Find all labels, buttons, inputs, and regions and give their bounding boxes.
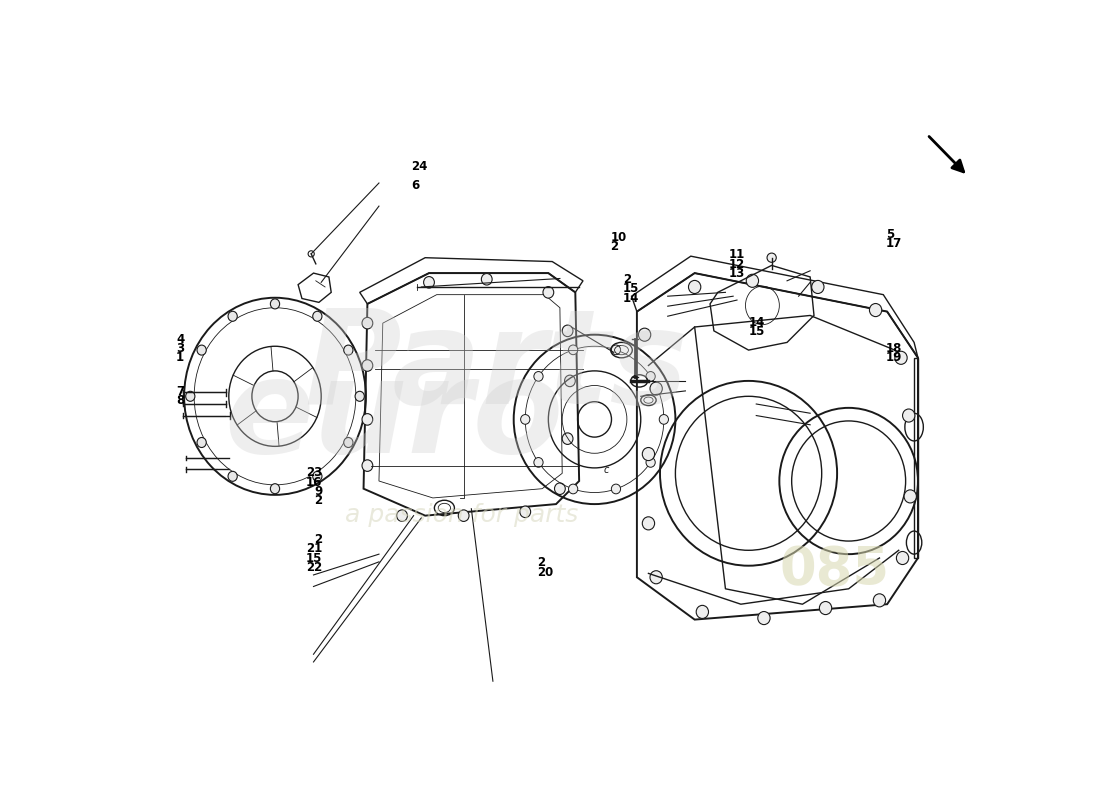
Ellipse shape bbox=[362, 318, 373, 329]
Text: 24: 24 bbox=[411, 160, 428, 174]
Ellipse shape bbox=[343, 438, 353, 447]
Ellipse shape bbox=[362, 414, 373, 425]
Text: 21: 21 bbox=[306, 542, 322, 555]
Text: 16: 16 bbox=[306, 476, 322, 489]
Ellipse shape bbox=[362, 460, 373, 471]
Text: 22: 22 bbox=[306, 561, 322, 574]
Ellipse shape bbox=[554, 483, 565, 494]
Ellipse shape bbox=[186, 391, 195, 402]
Ellipse shape bbox=[758, 611, 770, 625]
Ellipse shape bbox=[638, 328, 651, 342]
Text: 23: 23 bbox=[306, 466, 322, 479]
Text: c: c bbox=[604, 466, 608, 475]
Text: 5: 5 bbox=[886, 228, 894, 241]
Text: 3: 3 bbox=[176, 342, 185, 355]
Ellipse shape bbox=[534, 458, 543, 467]
Ellipse shape bbox=[564, 375, 575, 386]
Ellipse shape bbox=[562, 433, 573, 445]
Ellipse shape bbox=[271, 299, 279, 309]
Text: 13: 13 bbox=[729, 267, 745, 280]
Text: 11: 11 bbox=[729, 249, 745, 262]
Ellipse shape bbox=[612, 484, 620, 494]
Ellipse shape bbox=[646, 371, 656, 382]
Text: 18: 18 bbox=[886, 342, 902, 355]
Ellipse shape bbox=[650, 570, 662, 584]
Ellipse shape bbox=[812, 281, 824, 294]
Ellipse shape bbox=[362, 360, 373, 371]
Ellipse shape bbox=[873, 594, 886, 607]
Ellipse shape bbox=[543, 286, 553, 298]
Text: 2: 2 bbox=[537, 557, 544, 570]
Ellipse shape bbox=[895, 351, 908, 364]
Text: 7: 7 bbox=[176, 385, 185, 398]
Text: 15: 15 bbox=[623, 282, 639, 295]
Text: 20: 20 bbox=[537, 566, 553, 578]
Ellipse shape bbox=[228, 311, 238, 322]
Ellipse shape bbox=[424, 277, 434, 288]
Ellipse shape bbox=[896, 551, 909, 565]
Ellipse shape bbox=[612, 345, 620, 354]
Text: 6: 6 bbox=[411, 179, 419, 192]
Ellipse shape bbox=[520, 414, 530, 424]
Text: a passion for parts: a passion for parts bbox=[345, 503, 579, 527]
Text: 14: 14 bbox=[623, 291, 639, 305]
Ellipse shape bbox=[228, 471, 238, 482]
Text: 2: 2 bbox=[610, 241, 618, 254]
Ellipse shape bbox=[696, 606, 708, 618]
Ellipse shape bbox=[902, 409, 915, 422]
Ellipse shape bbox=[197, 438, 207, 447]
Ellipse shape bbox=[271, 484, 279, 494]
Ellipse shape bbox=[659, 414, 669, 424]
Ellipse shape bbox=[343, 345, 353, 355]
Ellipse shape bbox=[534, 371, 543, 382]
Text: 085: 085 bbox=[780, 544, 890, 596]
Ellipse shape bbox=[642, 447, 654, 461]
Text: 15: 15 bbox=[748, 326, 764, 338]
Ellipse shape bbox=[482, 274, 492, 285]
Text: 15: 15 bbox=[306, 551, 322, 565]
Ellipse shape bbox=[459, 510, 469, 522]
Ellipse shape bbox=[397, 510, 407, 522]
Ellipse shape bbox=[562, 325, 573, 337]
Ellipse shape bbox=[904, 490, 916, 503]
Text: 12: 12 bbox=[729, 258, 745, 270]
Text: 10: 10 bbox=[610, 231, 627, 244]
Ellipse shape bbox=[520, 506, 530, 518]
Ellipse shape bbox=[820, 602, 832, 614]
Text: 19: 19 bbox=[886, 351, 902, 364]
Text: 2: 2 bbox=[315, 494, 322, 507]
Ellipse shape bbox=[569, 345, 578, 354]
Text: 2: 2 bbox=[315, 533, 322, 546]
Ellipse shape bbox=[650, 382, 662, 395]
Ellipse shape bbox=[197, 345, 207, 355]
Text: 8: 8 bbox=[176, 394, 185, 407]
Ellipse shape bbox=[646, 458, 656, 467]
Ellipse shape bbox=[869, 303, 882, 317]
Text: 2: 2 bbox=[623, 273, 631, 286]
Text: Parts: Parts bbox=[304, 303, 689, 430]
Ellipse shape bbox=[355, 391, 364, 402]
Ellipse shape bbox=[642, 517, 654, 530]
Ellipse shape bbox=[569, 484, 578, 494]
Text: 4: 4 bbox=[176, 333, 185, 346]
Text: 1: 1 bbox=[176, 351, 185, 364]
Text: 14: 14 bbox=[748, 316, 764, 329]
Text: 9: 9 bbox=[315, 485, 322, 498]
Ellipse shape bbox=[767, 253, 777, 262]
Ellipse shape bbox=[689, 281, 701, 294]
Ellipse shape bbox=[312, 471, 322, 482]
Ellipse shape bbox=[312, 311, 322, 322]
Ellipse shape bbox=[746, 274, 759, 287]
Text: euro: euro bbox=[224, 353, 564, 480]
Text: 17: 17 bbox=[886, 238, 902, 250]
